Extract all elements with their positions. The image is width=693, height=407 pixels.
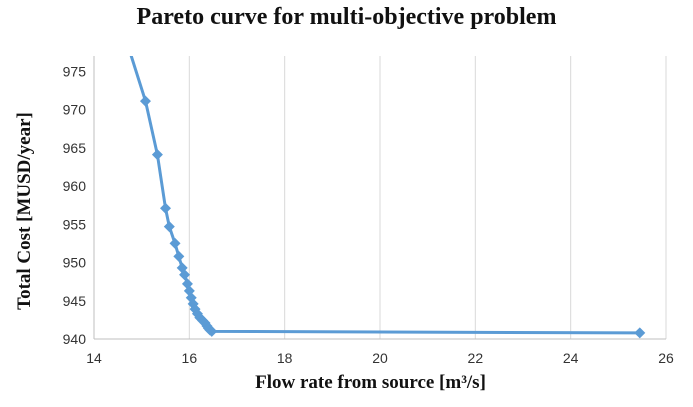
data-point-marker xyxy=(160,202,171,214)
data-point-marker xyxy=(173,250,185,262)
data-point-marker xyxy=(169,237,181,249)
y-axis-title: Total Cost [MUSD/year] xyxy=(14,112,35,310)
y-tick-label: 945 xyxy=(63,293,87,309)
axes xyxy=(93,56,666,340)
x-tick-label: 24 xyxy=(563,350,579,366)
x-tick-label: 18 xyxy=(277,350,293,366)
chart-title: Pareto curve for multi-objective problem xyxy=(136,4,557,30)
y-tick-label: 965 xyxy=(63,140,87,156)
y-tick-label: 950 xyxy=(63,255,87,271)
x-tick-label: 14 xyxy=(86,350,102,366)
grid-lines xyxy=(188,56,667,339)
data-point-marker xyxy=(634,327,646,339)
y-tick-label: 955 xyxy=(63,216,87,232)
series-layer xyxy=(129,56,646,339)
x-tick-label: 22 xyxy=(468,350,484,366)
x-tick-labels: 14 16 18 20 22 24 26 xyxy=(86,350,674,366)
y-tick-label: 940 xyxy=(63,331,87,347)
data-point-marker xyxy=(139,95,151,107)
x-tick-label: 16 xyxy=(182,350,198,366)
data-point-marker xyxy=(151,149,163,161)
y-tick-label: 975 xyxy=(63,63,87,79)
x-tick-label: 20 xyxy=(372,350,388,366)
y-tick-label: 970 xyxy=(63,102,87,118)
series-line xyxy=(129,56,640,335)
y-tick-label: 960 xyxy=(63,178,87,194)
y-tick-labels: 940 945 950 955 960 965 970 975 xyxy=(63,63,87,347)
data-point-marker xyxy=(179,269,191,281)
data-point-marker xyxy=(206,325,218,337)
x-tick-label: 26 xyxy=(658,350,674,366)
x-axis-title: Flow rate from source [m³/s] xyxy=(255,372,486,393)
data-point-marker xyxy=(163,221,175,233)
